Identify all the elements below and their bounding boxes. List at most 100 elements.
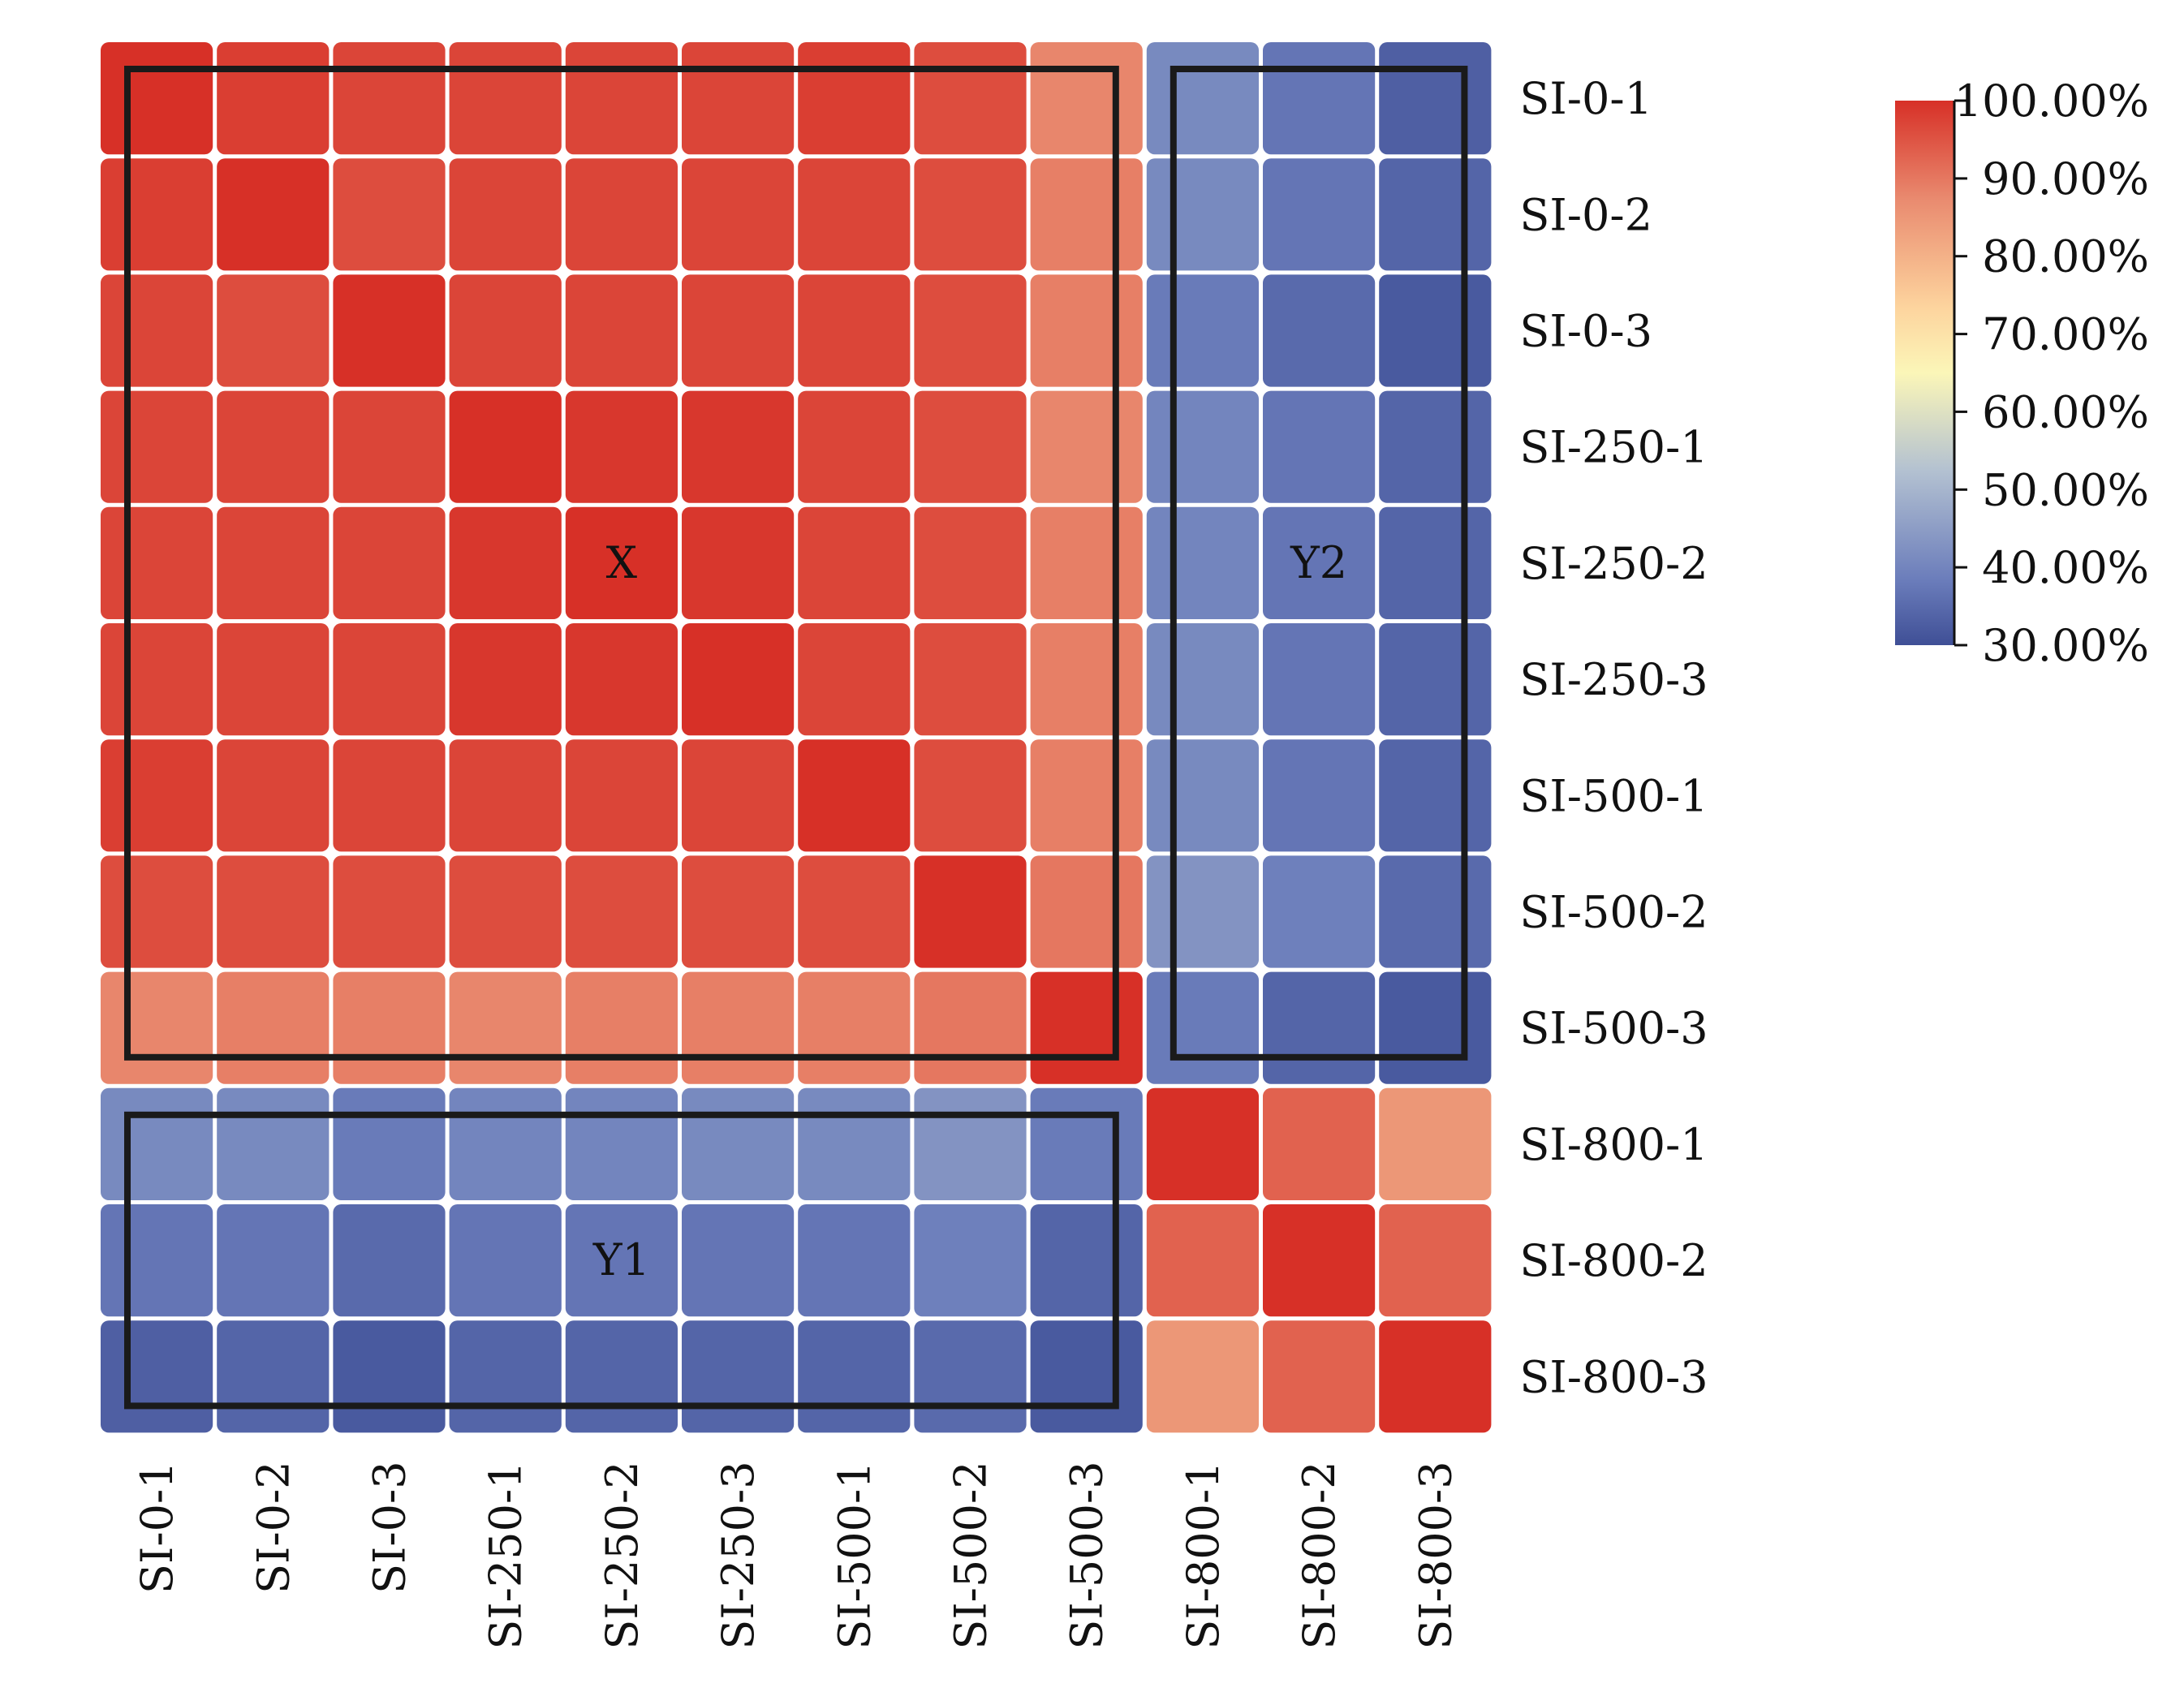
heatmap-cell: SI-0-1 / SI-800-1: 41 <box>1146 42 1259 155</box>
heatmap-cell: SI-500-2 / SI-500-3: 90 <box>1030 855 1143 968</box>
heatmap-cell: SI-250-1 / SI-500-3: 88 <box>1030 390 1143 503</box>
heatmap-cell: SI-0-1 / SI-250-2: 97 <box>565 42 678 155</box>
heatmap-cell: SI-0-3 / SI-0-3: 100 <box>333 274 446 387</box>
heatmap-cell: SI-500-1 / SI-0-2: 97 <box>217 739 330 852</box>
heatmap-cell: SI-800-3 / SI-500-3: 32 <box>1030 1320 1143 1433</box>
heatmap-cell: SI-250-1 / SI-250-3: 99 <box>682 390 795 503</box>
heatmap-cell: SI-500-1 / SI-800-1: 41 <box>1146 739 1259 852</box>
heatmap-cell: SI-800-2 / SI-0-1: 37 <box>101 1204 213 1317</box>
colorbar-tick-label: 100.00% <box>1954 75 2149 127</box>
y-tick-label: SI-0-1 <box>1519 73 1652 124</box>
heatmap-cell: SI-250-1 / SI-500-1: 97 <box>798 390 911 503</box>
heatmap-cell: SI-0-3 / SI-800-2: 35 <box>1263 274 1376 387</box>
heatmap-cell: SI-800-2 / SI-800-1: 93 <box>1146 1204 1259 1317</box>
y-tick-label: SI-800-2 <box>1519 1235 1708 1286</box>
heatmap-cell: SI-800-1 / SI-250-1: 40 <box>449 1087 562 1200</box>
heatmap-cell: SI-800-3 / SI-250-1: 34 <box>449 1320 562 1433</box>
heatmap-cell: SI-800-1 / SI-0-3: 38 <box>333 1087 446 1200</box>
y-tick-label: SI-0-2 <box>1519 189 1652 240</box>
heatmap-cell: SI-0-1 / SI-500-2: 96 <box>914 42 1027 155</box>
heatmap-cell: SI-800-1 / SI-800-3: 85 <box>1379 1087 1492 1200</box>
heatmap-cell: SI-0-3 / SI-250-1: 97 <box>449 274 562 387</box>
heatmap-cell: SI-500-1 / SI-800-2: 37 <box>1263 739 1376 852</box>
y-tick-labels: SI-0-1 SI-0-2 SI-0-3 SI-250-1 SI-250-2 SI-250… <box>1519 73 1708 1402</box>
heatmap-cells: SI-0-1 / SI-0-1: 100SI-0-1 / SI-0-2: 98S… <box>101 42 1492 1433</box>
heatmap-cell: SI-250-1 / SI-250-1: 100 <box>449 390 562 503</box>
heatmap-cell: SI-250-2 / SI-250-2: 100 <box>565 506 678 619</box>
heatmap-cell: SI-500-2 / SI-250-3: 96 <box>682 855 795 968</box>
y-tick-label: SI-500-3 <box>1519 1003 1708 1054</box>
x-tick-label: SI-500-3 <box>1062 1461 1113 1649</box>
heatmap-cell: SI-800-2 / SI-250-2: 37 <box>565 1204 678 1317</box>
heatmap-cell: SI-500-3 / SI-0-1: 88 <box>101 971 213 1084</box>
heatmap-cell: SI-0-1 / SI-0-2: 98 <box>217 42 330 155</box>
heatmap-cell: SI-250-2 / SI-800-2: 37 <box>1263 506 1376 619</box>
x-tick-label: SI-250-1 <box>480 1461 532 1649</box>
heatmap-cell: SI-800-2 / SI-250-1: 37 <box>449 1204 562 1317</box>
heatmap-cell: SI-800-3 / SI-500-2: 35 <box>914 1320 1027 1433</box>
heatmap-cell: SI-250-1 / SI-800-3: 34 <box>1379 390 1492 503</box>
heatmap-cell: SI-250-3 / SI-500-2: 96 <box>914 623 1027 736</box>
heatmap-cell: SI-500-1 / SI-250-2: 97 <box>565 739 678 852</box>
heatmap-cell: SI-800-1 / SI-0-1: 41 <box>101 1087 213 1200</box>
heatmap-cell: SI-0-3 / SI-500-1: 97 <box>798 274 911 387</box>
heatmap-cell: SI-800-2 / SI-500-1: 37 <box>798 1204 911 1317</box>
heatmap-cell: SI-500-1 / SI-0-3: 97 <box>333 739 446 852</box>
heatmap-cell: SI-500-2 / SI-800-2: 39 <box>1263 855 1376 968</box>
heatmap-cell: SI-500-3 / SI-500-1: 89 <box>798 971 911 1084</box>
heatmap-cell: SI-800-2 / SI-0-3: 35 <box>333 1204 446 1317</box>
heatmap-cell: SI-0-1 / SI-250-1: 97 <box>449 42 562 155</box>
heatmap-cell: SI-800-3 / SI-250-2: 34 <box>565 1320 678 1433</box>
heatmap-cell: SI-0-3 / SI-800-1: 38 <box>1146 274 1259 387</box>
heatmap-cell: SI-800-1 / SI-0-2: 41 <box>217 1087 330 1200</box>
heatmap-cell: SI-500-2 / SI-250-1: 96 <box>449 855 562 968</box>
heatmap-cell: SI-250-1 / SI-0-1: 97 <box>101 390 213 503</box>
heatmap-cell: SI-0-3 / SI-250-2: 97 <box>565 274 678 387</box>
heatmap-cell: SI-500-3 / SI-800-1: 38 <box>1146 971 1259 1084</box>
x-tick-label: SI-0-2 <box>248 1461 299 1594</box>
heatmap-cell: SI-500-2 / SI-0-2: 96 <box>217 855 330 968</box>
heatmap-cell: SI-500-2 / SI-500-2: 100 <box>914 855 1027 968</box>
colorbar-tick-label: 40.00% <box>1982 542 2149 593</box>
heatmap-cell: SI-500-2 / SI-500-1: 96 <box>798 855 911 968</box>
heatmap-cell: SI-250-2 / SI-0-3: 97 <box>333 506 446 619</box>
heatmap-cell: SI-250-2 / SI-800-3: 34 <box>1379 506 1492 619</box>
colorbar-tick-label: 50.00% <box>1982 464 2149 515</box>
heatmap-cell: SI-500-1 / SI-500-2: 96 <box>914 739 1027 852</box>
heatmap-cell: SI-800-1 / SI-500-1: 41 <box>798 1087 911 1200</box>
heatmap-cell: SI-250-1 / SI-800-1: 40 <box>1146 390 1259 503</box>
heatmap-cell: SI-500-1 / SI-0-1: 98 <box>101 739 213 852</box>
heatmap-cell: SI-0-2 / SI-800-2: 37 <box>1263 158 1376 271</box>
heatmap-cell: SI-250-2 / SI-800-1: 40 <box>1146 506 1259 619</box>
y-tick-label: SI-0-3 <box>1519 306 1652 357</box>
heatmap-cell: SI-500-1 / SI-500-1: 100 <box>798 739 911 852</box>
heatmap-cell: SI-250-3 / SI-800-2: 37 <box>1263 623 1376 736</box>
colorbar-tick-label: 90.00% <box>1982 153 2149 205</box>
annotation-label: X <box>606 537 638 588</box>
heatmap-cell: SI-0-2 / SI-250-3: 97 <box>682 158 795 271</box>
heatmap-cell: SI-0-3 / SI-800-3: 32 <box>1379 274 1492 387</box>
y-tick-label: SI-250-2 <box>1519 538 1708 589</box>
y-tick-label: SI-250-1 <box>1519 422 1708 473</box>
x-tick-label: SI-0-3 <box>364 1461 416 1594</box>
heatmap-cell: SI-250-2 / SI-250-3: 99 <box>682 506 795 619</box>
heatmap-cell: SI-800-3 / SI-800-3: 100 <box>1379 1320 1492 1433</box>
heatmap-cell: SI-800-3 / SI-0-3: 32 <box>333 1320 446 1433</box>
heatmap-cell: SI-800-1 / SI-250-3: 41 <box>682 1087 795 1200</box>
heatmap-cell: SI-250-3 / SI-0-2: 97 <box>217 623 330 736</box>
colorbar-tick-label: 30.00% <box>1982 620 2149 671</box>
heatmap-cell: SI-500-2 / SI-800-1: 43 <box>1146 855 1259 968</box>
heatmap-cell: SI-500-2 / SI-0-3: 96 <box>333 855 446 968</box>
heatmap-cell: SI-800-1 / SI-500-2: 43 <box>914 1087 1027 1200</box>
annotation-box <box>124 1111 1119 1410</box>
x-tick-label: SI-250-3 <box>713 1461 764 1649</box>
heatmap-cell: SI-800-1 / SI-250-2: 40 <box>565 1087 678 1200</box>
annotation-label: Y1 <box>592 1234 650 1285</box>
heatmap-cell: SI-0-1 / SI-800-3: 33 <box>1379 42 1492 155</box>
heatmap-cell: SI-250-1 / SI-0-3: 97 <box>333 390 446 503</box>
heatmap-cell: SI-250-3 / SI-0-3: 97 <box>333 623 446 736</box>
x-tick-label: SI-800-3 <box>1410 1461 1461 1649</box>
x-tick-label: SI-250-2 <box>597 1461 648 1649</box>
x-tick-label: SI-0-1 <box>131 1461 183 1594</box>
